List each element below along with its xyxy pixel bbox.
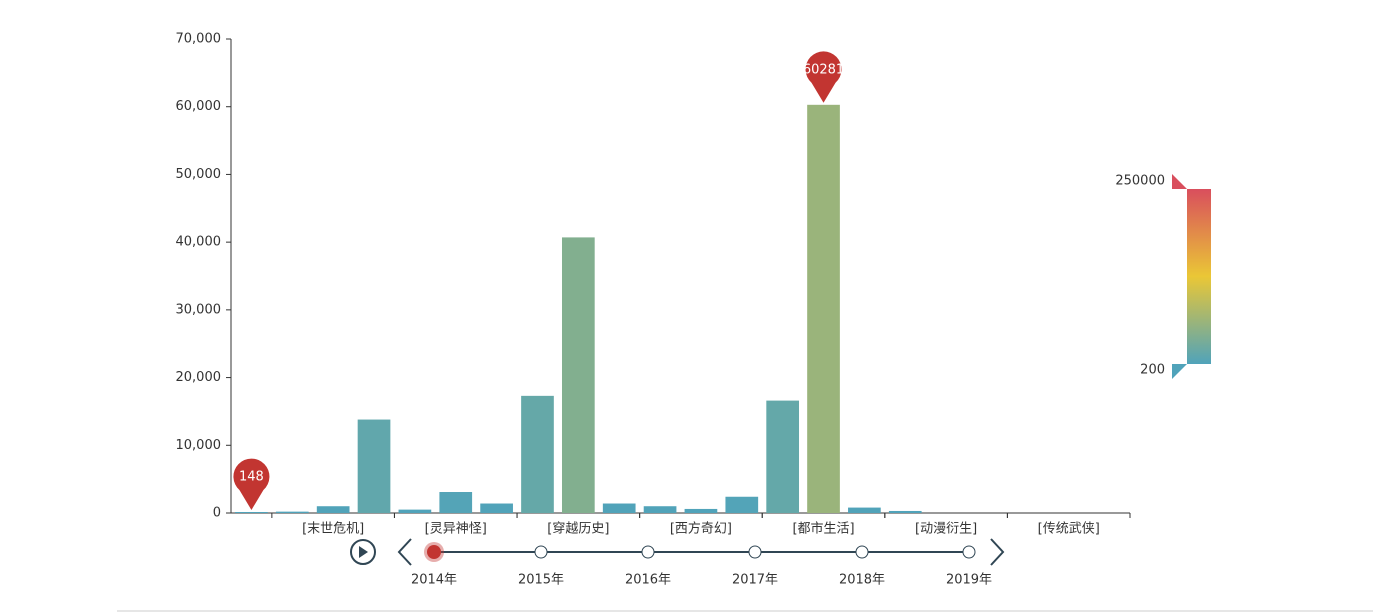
x-tick-label: [灵异神怪] [425,522,487,537]
x-tick-label: [动漫衍生] [915,522,977,537]
y-tick-label: 40,000 [176,235,222,250]
visual-map-max: 250000 [1115,174,1165,189]
bar [807,104,840,513]
play-icon [359,546,368,558]
x-tick-label: [都市生活] [792,521,854,537]
visual-map-handle [1172,174,1187,189]
bar [725,496,759,513]
y-tick-label: 50,000 [176,167,222,182]
prev-button[interactable] [397,538,412,566]
x-tick-label: [穿越历史] [547,521,609,537]
y-tick-label: 0 [213,506,221,521]
pin-label: 60281 [803,62,844,77]
bar [275,511,309,513]
bar [684,508,718,513]
timeline-label: 2017年 [732,573,778,588]
visual-map-handle [1172,364,1187,379]
y-tick-label: 10,000 [176,438,222,453]
mark-pin [805,51,842,103]
timeline-current[interactable] [427,545,441,559]
y-tick-label: 20,000 [176,370,222,385]
y-tick-label: 60,000 [176,99,222,114]
x-tick-label: [传统武侠] [1038,522,1100,537]
visual-map-min: 200 [1140,363,1165,378]
bar [643,506,677,513]
bar [357,419,391,513]
timeline-point[interactable] [534,545,548,559]
timeline-point[interactable] [855,545,869,559]
timeline-point[interactable] [641,545,655,559]
bar [316,506,350,513]
timeline-point[interactable] [962,545,976,559]
x-tick-label: [西方奇幻] [670,521,732,537]
mark-pin [233,458,270,510]
bar [848,507,881,513]
timeline-label: 2015年 [518,573,564,588]
timeline-point[interactable] [748,545,762,559]
timeline-label: 2019年 [946,573,992,588]
bar [235,511,268,513]
pin-label: 148 [239,469,264,484]
visual-map-bar [1187,189,1211,364]
next-button[interactable] [990,538,1005,566]
bar [888,510,922,513]
y-tick-label: 70,000 [176,32,222,47]
y-tick-label: 30,000 [176,302,222,317]
bar [602,503,636,513]
bar [398,509,432,513]
bar [766,400,800,513]
timeline-label: 2018年 [839,573,885,588]
bar [561,237,595,513]
bar [521,395,554,513]
timeline-label: 2016年 [625,573,671,588]
timeline-label: 2014年 [411,573,457,588]
x-tick-label: [末世危机] [302,522,364,537]
bar [439,492,473,513]
bar [480,503,513,513]
